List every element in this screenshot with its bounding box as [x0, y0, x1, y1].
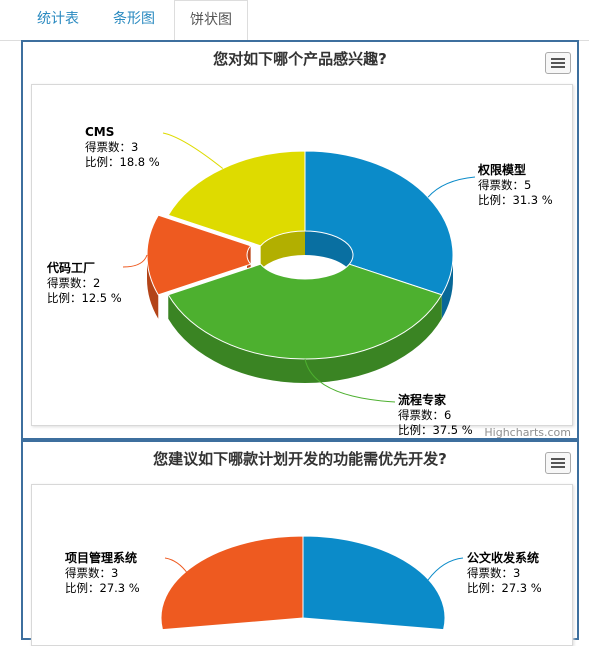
pie-slice-inner-side [305, 231, 353, 279]
slice-label-name: 代码工厂 [46, 260, 95, 275]
tab-bar-chart[interactable]: 条形图 [113, 11, 155, 27]
pie-slice[interactable] [167, 263, 443, 360]
slice-label-votes: 得票数：6 [398, 408, 451, 422]
pie-sides [147, 231, 453, 383]
pie-slice[interactable] [302, 535, 446, 631]
chart-panel-2: 您建议如下哪款计划开发的功能需优先开发? 公文收发系统 得票数：3 比例：27.3 … [21, 440, 579, 646]
chart-panel-1: 您对如下哪个产品感兴趣? 权限模型 得票数：5 比例：31.3 % 流程专家 得票数：6… [21, 40, 579, 440]
slice-label-ratio: 比例：12.5 % [47, 291, 122, 305]
label-connector [162, 132, 224, 169]
pie-slice[interactable] [167, 150, 306, 247]
slice-label-name: 权限模型 [477, 162, 526, 177]
slice-label-name: 公文收发系统 [467, 550, 539, 565]
slice-label-votes: 得票数：3 [65, 566, 118, 580]
slice-label-name: CMS [85, 125, 114, 139]
slice-label-ratio: 比例：31.3 % [478, 193, 553, 207]
label-connector [427, 557, 464, 581]
pie-slice-side [168, 294, 442, 383]
pie-slice-inner-side [260, 231, 305, 270]
label-connector [304, 358, 396, 403]
pie-slice-side [441, 255, 453, 319]
menu-icon[interactable] [545, 52, 571, 74]
slice-label-votes: 得票数：3 [85, 140, 138, 154]
slice-label-ratio: 比例：27.3 % [65, 581, 140, 595]
menu-icon[interactable] [545, 452, 571, 474]
slice-label-name: 项目管理系统 [65, 550, 137, 565]
slice-label-ratio: 比例：37.5 % [398, 423, 473, 437]
pie-slice-side [147, 255, 159, 319]
tab-pie-chart[interactable]: 饼状图 [174, 0, 248, 42]
slice-label-votes: 得票数：2 [47, 276, 100, 290]
slice-label-votes: 得票数：5 [478, 178, 531, 192]
pie-slice[interactable] [160, 535, 304, 631]
chart-title: 您建议如下哪款计划开发的功能需优先开发? [153, 450, 447, 468]
slice-label-votes: 得票数：3 [467, 566, 520, 580]
label-connector [164, 557, 189, 575]
tab-bar: 统计表 条形图 饼状图 [0, 0, 589, 42]
slice-label-ratio: 比例：18.8 % [85, 155, 160, 169]
chart-title: 您对如下哪个产品感兴趣? [213, 50, 387, 68]
credits-link[interactable]: Highcharts.com [484, 426, 571, 438]
pie-tops [160, 535, 446, 631]
label-connector [122, 254, 148, 268]
pie-slice[interactable] [146, 214, 252, 296]
pie-slice[interactable] [304, 150, 454, 296]
tab-table[interactable]: 统计表 [37, 11, 79, 27]
pie-tops [146, 150, 454, 360]
slice-label-name: 流程专家 [398, 392, 447, 407]
label-connector [427, 176, 476, 198]
slice-label-ratio: 比例：27.3 % [467, 581, 542, 595]
